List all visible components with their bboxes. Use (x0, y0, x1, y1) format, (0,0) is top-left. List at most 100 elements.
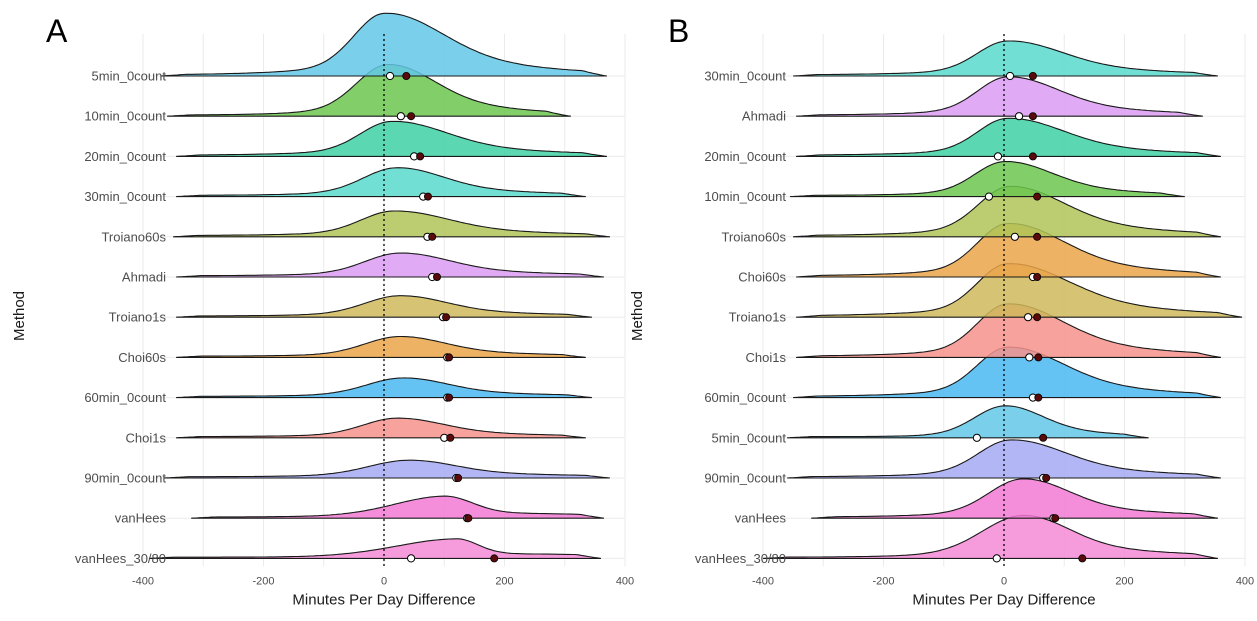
ridges (762, 40, 1243, 559)
ridge-density (176, 120, 607, 157)
mean-point-5min_0count (402, 72, 411, 81)
x-tick-label: 200 (1115, 575, 1133, 587)
median-point-vanHees_30/80 (407, 554, 416, 563)
ridge-density (176, 167, 586, 198)
x-tick-labels: -400 -200 0 200 400 (752, 575, 1254, 587)
ridge-density (191, 495, 604, 519)
x-tick-label: -400 (752, 575, 774, 587)
mean-point-90min_0count (1042, 473, 1051, 482)
ridge-20min_0count (796, 117, 1221, 157)
y-tick-label: Troiano60s (721, 229, 786, 244)
mean-point-vanHees (464, 514, 473, 523)
ridge-density (148, 538, 601, 559)
y-tick-label: vanHees (115, 511, 167, 526)
mean-point-Choi1s (446, 433, 455, 442)
median-point-30min_0count (1005, 71, 1015, 81)
ridge-density (176, 252, 604, 278)
ridge-60min_0count (176, 377, 592, 399)
y-tick-label: Troiano60s (101, 229, 166, 244)
ridges (148, 12, 610, 559)
y-tick-label: Choi60s (118, 350, 166, 365)
median-point-vanHees_30/80 (992, 554, 1001, 563)
ridge-density (787, 439, 1221, 479)
ridge-90min_0count (787, 439, 1221, 479)
ridge-Ahmadi (796, 76, 1203, 117)
mean-point-Ahmadi (433, 272, 442, 281)
y-tick-label: 10min_0count (84, 109, 166, 124)
mean-point-30min_0count (1028, 72, 1037, 81)
y-tick-label: 90min_0count (84, 471, 166, 486)
median-point-20min_0count (993, 152, 1003, 161)
ridge-Ahmadi (176, 252, 604, 278)
mean-point-vanHees_30/80 (1078, 554, 1087, 563)
x-tick-label: 0 (381, 575, 387, 587)
ridge-density (811, 478, 1218, 519)
median-point-Troiano60s (1010, 232, 1019, 241)
markers (972, 71, 1087, 563)
y-tick-label: Choi60s (738, 270, 786, 285)
x-tick-label: 0 (1001, 575, 1007, 587)
ridge-density (762, 514, 1218, 559)
ridge-density (793, 40, 1218, 77)
panel-a: 5min_0count 10min_0count 20min_0count 30min… (11, 12, 634, 608)
y-tick-label: 5min_0count (92, 69, 167, 84)
y-tick-label: 10min_0count (704, 189, 786, 204)
mean-point-vanHees_30/80 (490, 554, 499, 563)
y-tick-label: 60min_0count (704, 390, 786, 405)
panel-label: B (668, 13, 689, 49)
y-tick-label: Ahmadi (122, 270, 166, 285)
ridge-Troiano1s (176, 295, 592, 318)
mean-point-Choi60s (1033, 272, 1042, 281)
median-point-10min_0count (396, 112, 405, 121)
ridge-vanHees_30/80 (762, 514, 1218, 559)
y-tick-label: 90min_0count (704, 471, 786, 486)
mean-point-90min_0count (454, 473, 463, 482)
ridge-30min_0count (176, 167, 586, 198)
mean-point-30min_0count (423, 192, 432, 201)
x-axis-title: Minutes Per Day Difference (292, 591, 475, 608)
ridge-density (176, 417, 586, 439)
median-point-5min_0count (385, 71, 395, 81)
ridge-Troiano60s (173, 210, 610, 238)
x-tick-label: 400 (1236, 575, 1254, 587)
markers (385, 71, 499, 563)
ridge-density (790, 161, 1185, 198)
mean-point-vanHees (1051, 514, 1060, 523)
ridge-density (787, 405, 1149, 439)
median-point-Ahmadi (1014, 112, 1024, 121)
y-tick-label: 20min_0count (84, 149, 166, 164)
x-tick-label: -200 (872, 575, 894, 587)
y-tick-label: Troiano1s (729, 310, 787, 325)
ridge-vanHees_30/80 (148, 538, 601, 559)
x-tick-label: -400 (132, 575, 154, 587)
ridge-vanHees (811, 478, 1218, 519)
mean-point-20min_0count (1028, 152, 1037, 161)
y-tick-label: vanHees_30/80 (75, 551, 166, 566)
x-tick-label: 400 (616, 575, 634, 587)
y-tick-label: Troiano1s (109, 310, 167, 325)
y-tick-label: Choi1s (126, 430, 167, 445)
mean-point-Choi60s (445, 353, 454, 362)
x-tick-labels: -400 -200 0 200 400 (132, 575, 634, 587)
mean-point-Choi1s (1034, 353, 1043, 362)
ridge-20min_0count (176, 120, 607, 157)
ridge-density (176, 295, 592, 318)
y-tick-label: Ahmadi (742, 109, 786, 124)
y-tick-label: 5min_0count (712, 430, 787, 445)
mean-point-10min_0count (1033, 192, 1042, 201)
ridge-5min_0count (787, 405, 1149, 439)
x-tick-label: -200 (252, 575, 274, 587)
y-tick-label: 20min_0count (704, 149, 786, 164)
y-tick-label: Choi1s (746, 350, 787, 365)
ridge-vanHees (191, 495, 604, 519)
ridge-Choi60s (176, 335, 586, 358)
y-tick-label: 30min_0count (84, 189, 166, 204)
ridge-10min_0count (790, 161, 1185, 198)
mean-point-Troiano1s (1033, 313, 1042, 322)
ridge-density (164, 459, 610, 479)
median-point-5min_0count (972, 433, 981, 442)
median-point-Choi1s (1025, 353, 1034, 362)
mean-point-Troiano1s (442, 313, 451, 322)
y-tick-label: 30min_0count (704, 69, 786, 84)
ridge-density (796, 76, 1203, 117)
